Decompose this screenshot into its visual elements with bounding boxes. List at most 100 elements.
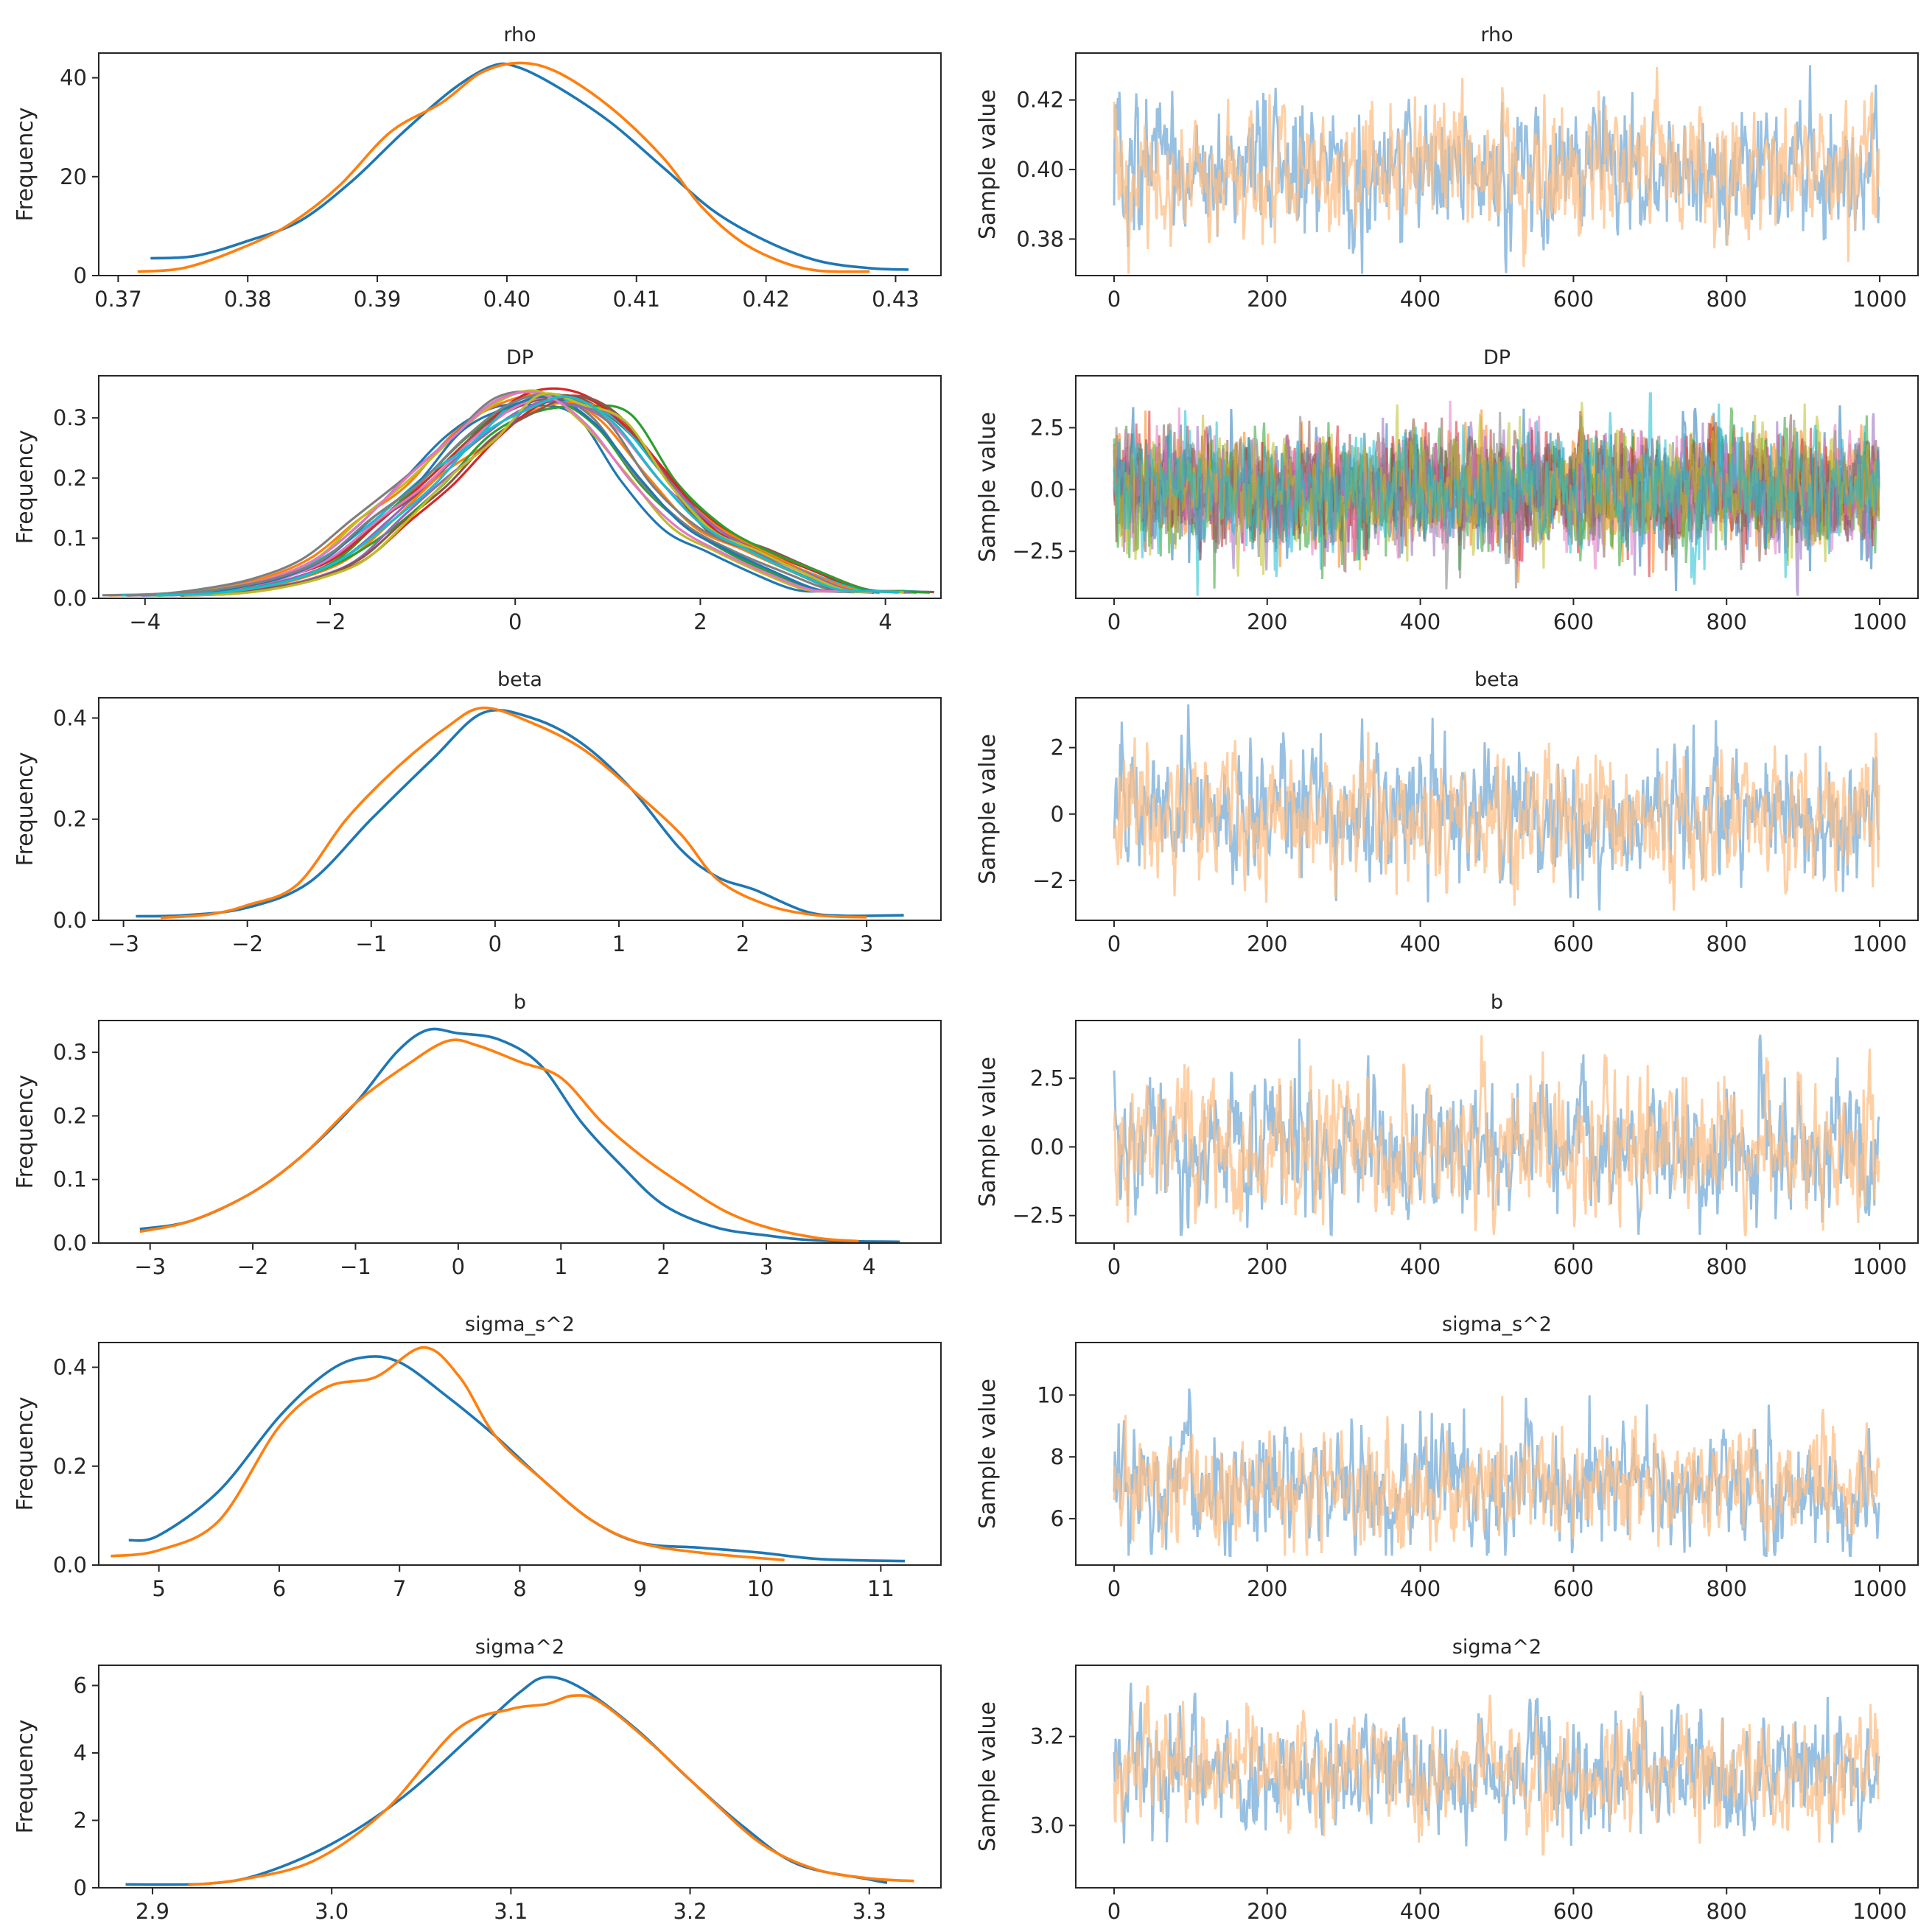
y-axis-label: Sample value: [975, 734, 1001, 884]
axes-frame: [98, 375, 942, 599]
x-tick-label: −2: [237, 1254, 269, 1279]
density-line: [137, 61, 870, 273]
axes-frame: [98, 1020, 942, 1244]
y-tick-label: 0.0: [1030, 477, 1064, 502]
y-tick-label: 0.3: [53, 405, 87, 430]
x-tick-label: 1000: [1852, 931, 1907, 956]
axes-frame: [1075, 697, 1919, 921]
y-axis-label: Sample value: [975, 1701, 1001, 1852]
panel-title: DP: [506, 346, 533, 369]
x-tick-label: 0: [1107, 1254, 1121, 1279]
y-tick-label: 0.4: [53, 705, 87, 730]
x-tick-label: 5: [152, 1576, 165, 1601]
x-tick-label: 3.0: [315, 1899, 349, 1924]
y-tick-label: 0.0: [53, 1231, 87, 1256]
trace-line: [1113, 1035, 1880, 1236]
plot-area: [102, 387, 934, 597]
axes-frame: [98, 697, 942, 921]
y-tick-label: 0: [74, 263, 87, 288]
plot-area: [137, 61, 909, 273]
plot-area: [1113, 65, 1880, 274]
y-tick-label: 0: [74, 1875, 87, 1900]
x-tick-label: 0: [452, 1254, 465, 1279]
x-tick-label: 200: [1247, 931, 1287, 956]
x-tick-label: 400: [1400, 1899, 1441, 1924]
panel-title: rho: [503, 24, 536, 46]
x-tick-label: 1000: [1852, 1899, 1907, 1924]
x-tick-label: 800: [1707, 1254, 1747, 1279]
y-tick-label: 0.1: [53, 525, 87, 550]
x-tick-label: 1000: [1852, 1254, 1907, 1279]
axes-frame: [1075, 1020, 1919, 1244]
density-line: [111, 1345, 785, 1562]
panel-trace-DP: 0 200 400 600 800 1000 −2.5 0.0 2.5 DP Sample valu…: [975, 346, 1919, 634]
y-axis-label: Sample value: [975, 412, 1001, 562]
x-tick-label: 8: [513, 1576, 526, 1601]
x-tick-label: −2: [231, 931, 263, 956]
panel-title: rho: [1480, 24, 1513, 46]
x-tick-label: 0.43: [872, 287, 920, 312]
x-tick-label: 0: [1107, 609, 1121, 634]
y-tick-label: −2: [1032, 868, 1064, 893]
y-axis-label: Sample value: [975, 89, 1001, 239]
x-tick-label: 4: [862, 1254, 875, 1279]
x-tick-label: 2: [693, 609, 707, 634]
plot-area: [1113, 704, 1880, 911]
x-tick-label: 600: [1553, 931, 1594, 956]
panel-title: beta: [497, 668, 542, 691]
panel-title: sigma_s^2: [465, 1313, 575, 1336]
x-tick-label: 6: [273, 1576, 286, 1601]
x-tick-label: 800: [1707, 1899, 1747, 1924]
x-tick-label: 4: [878, 609, 892, 634]
y-tick-label: 0.1: [53, 1167, 87, 1192]
y-tick-label: 0.38: [1016, 226, 1064, 251]
y-tick-label: 8: [1051, 1444, 1064, 1469]
x-tick-label: 400: [1400, 287, 1441, 312]
axes-frame: [1075, 1342, 1919, 1566]
panel-trace-b: 0 200 400 600 800 1000 −2.5 0.0 2.5 b Sample value: [975, 991, 1919, 1279]
density-line: [131, 391, 873, 597]
plot-area: [125, 1676, 914, 1887]
axes-frame: [1075, 375, 1919, 599]
x-tick-label: 400: [1400, 609, 1441, 634]
x-tick-label: 0.38: [224, 287, 272, 312]
y-axis-label: Frequency: [13, 430, 38, 545]
panel-title: b: [514, 991, 526, 1014]
x-tick-label: 600: [1553, 1254, 1594, 1279]
y-tick-label: 0.42: [1016, 88, 1064, 113]
y-tick-label: −2.5: [1012, 539, 1064, 564]
density-line: [128, 1355, 906, 1563]
plot-area: [1113, 1035, 1880, 1237]
y-tick-label: 2: [1051, 735, 1064, 760]
x-tick-label: 2: [736, 931, 749, 956]
y-axis-label: Frequency: [13, 1397, 38, 1511]
y-tick-label: 0.3: [53, 1040, 87, 1065]
x-tick-label: 2.9: [136, 1899, 169, 1924]
density-line: [156, 395, 900, 597]
trace-line: [1113, 1396, 1880, 1556]
x-tick-label: 1: [612, 931, 626, 956]
x-tick-label: 0: [489, 931, 502, 956]
y-tick-label: 0.2: [53, 1103, 87, 1128]
y-tick-label: 4: [74, 1740, 87, 1765]
x-tick-label: 800: [1707, 931, 1747, 956]
x-tick-label: 1000: [1852, 287, 1907, 312]
panel-density-sigma^2: 2.9 3.0 3.1 3.2 3.3 0 2 4 6 sigma^2 Frequency: [13, 1636, 942, 1924]
density-line: [141, 395, 880, 597]
x-tick-label: 0.41: [612, 287, 660, 312]
axes-frame: [1075, 52, 1919, 276]
y-tick-label: 0: [1051, 802, 1064, 827]
y-axis-label: Frequency: [13, 752, 38, 867]
x-tick-label: 3: [760, 1254, 773, 1279]
x-tick-label: 9: [634, 1576, 647, 1601]
trace-line: [1113, 1685, 1880, 1856]
x-tick-label: −4: [129, 609, 161, 634]
panel-density-DP: −4 −2 0 2 4 0.0 0.1 0.2 0.3 DP Frequency: [13, 346, 942, 634]
x-tick-label: 200: [1247, 1899, 1287, 1924]
density-line: [127, 393, 934, 597]
trace-line: [1113, 732, 1880, 911]
x-tick-label: −2: [315, 609, 346, 634]
y-tick-label: 6: [74, 1673, 87, 1698]
x-tick-label: 1000: [1852, 1576, 1907, 1601]
